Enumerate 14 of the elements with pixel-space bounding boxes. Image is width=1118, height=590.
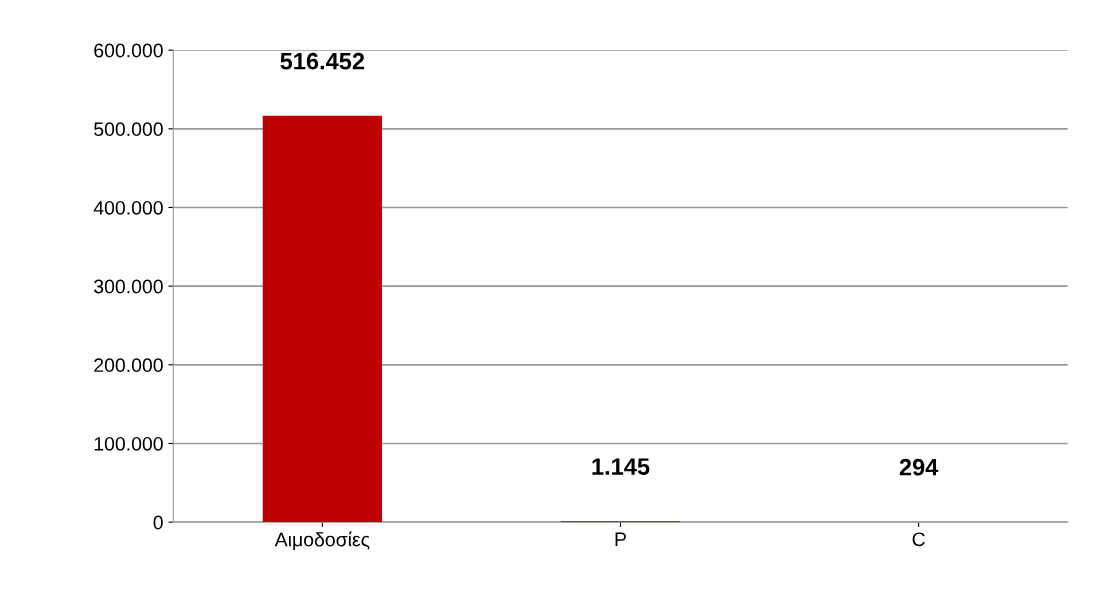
y-tick-label: 400.000 <box>93 200 163 215</box>
y-tick-label: 500.000 <box>94 122 163 137</box>
bar <box>262 115 382 523</box>
x-tick-label: C <box>912 532 925 547</box>
y-tick-label: 300.000 <box>94 279 163 294</box>
data-label: 1.145 <box>592 458 650 475</box>
data-label: 516.452 <box>280 52 365 70</box>
y-tick-label: 0 <box>153 515 163 530</box>
x-tick-label: Αιμοδοσίες <box>274 531 370 550</box>
x-tick-label: P <box>615 532 626 546</box>
y-tick-label: 600.000 <box>94 43 163 58</box>
y-tick-label: 100.000 <box>94 436 163 451</box>
y-tick-label: 200.000 <box>94 358 163 373</box>
data-label: 294 <box>899 458 939 476</box>
